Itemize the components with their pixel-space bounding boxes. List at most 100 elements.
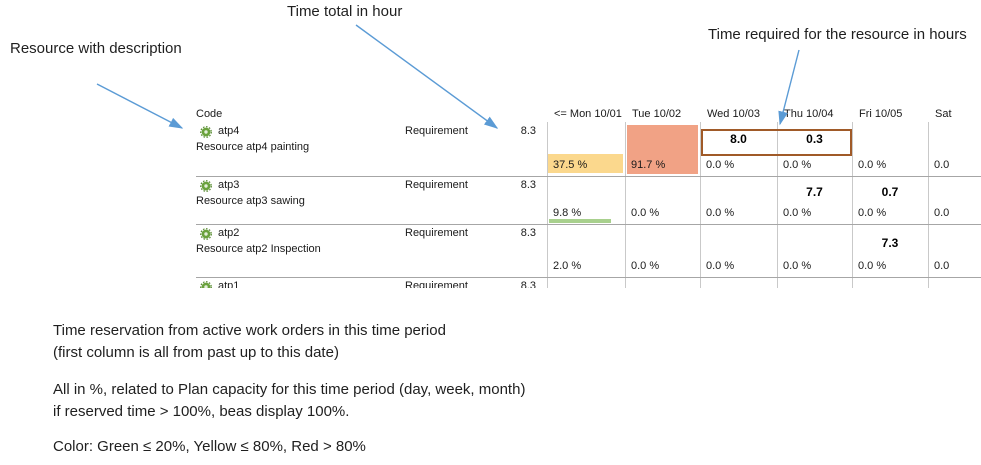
- percent-load-value: 0.0 %: [783, 260, 812, 272]
- day-cell[interactable]: 91.7 %: [625, 122, 700, 176]
- annotation-time-total: Time total in hour: [287, 3, 403, 20]
- note-percent-plan-capacity: All in %, related to Plan capacity for t…: [53, 381, 526, 398]
- resource-row-atp1[interactable]: atp1 Requirement 8.3: [196, 277, 981, 288]
- percent-load-value: 9.8 %: [553, 207, 582, 219]
- resource-code: atp2: [218, 227, 240, 239]
- resource-description: Resource atp4 painting: [196, 141, 310, 153]
- percent-load-value: 0.0 %: [706, 260, 735, 272]
- percent-load-value: 0.0: [934, 207, 950, 219]
- percent-load-value: 0.0 %: [783, 159, 812, 171]
- day-cell[interactable]: [777, 277, 852, 288]
- day-cell[interactable]: 2.0 %: [547, 224, 625, 277]
- capacity-grid: Code <= Mon 10/01 Tue 10/02 Wed 10/03 Th…: [196, 106, 981, 288]
- requirement-label: Requirement: [405, 125, 468, 137]
- annotation-time-required: Time required for the resource in hours: [708, 26, 967, 43]
- day-cell[interactable]: [625, 277, 700, 288]
- total-hours-value: 8.3: [520, 179, 536, 191]
- date-header-mon: <= Mon 10/01: [554, 108, 622, 120]
- day-cell[interactable]: 0.0: [928, 122, 981, 176]
- note-time-reservation: Time reservation from active work orders…: [53, 322, 446, 339]
- column-divider: [777, 122, 778, 288]
- resource-row-atp4[interactable]: atp4 Resource atp4 painting Requirement 8.3…: [196, 122, 981, 176]
- percent-load-value: 0.0 %: [858, 207, 887, 219]
- resource-row-atp3[interactable]: atp3 Resource atp3 sawing Requirement 8.3 9.…: [196, 176, 981, 224]
- date-header-tue: Tue 10/02: [632, 108, 682, 120]
- day-cell[interactable]: 7.3 0.0 %: [852, 224, 928, 277]
- date-header-fri: Fri 10/05: [859, 108, 903, 120]
- total-hours-value: 8.3: [520, 227, 536, 239]
- requirement-label: Requirement: [405, 179, 468, 191]
- column-divider: [625, 122, 626, 288]
- percent-load-value: 91.7 %: [631, 159, 666, 171]
- required-hours-value: 0.7: [881, 185, 899, 199]
- day-cell[interactable]: 0.0 %: [777, 224, 852, 277]
- resource-code: atp4: [218, 125, 240, 137]
- resource-description: Resource atp3 sawing: [196, 195, 305, 207]
- row-divider: [196, 277, 981, 278]
- percent-load-value: 0.0 %: [706, 207, 735, 219]
- note-first-column: (first column is all from past up to thi…: [53, 344, 339, 361]
- day-cell[interactable]: 9.8 %: [547, 176, 625, 224]
- required-hours-value: 7.3: [881, 236, 899, 250]
- annotation-resource-with-description: Resource with description: [10, 40, 182, 57]
- percent-load-value: 0.0 %: [631, 207, 660, 219]
- red-load-highlight: [627, 125, 698, 174]
- resource-gear-icon: [200, 228, 212, 240]
- column-divider: [700, 122, 701, 288]
- date-header-sat: Sat: [935, 108, 952, 120]
- resource-gear-icon: [200, 281, 212, 288]
- day-cell[interactable]: 37.5 %: [547, 122, 625, 176]
- percent-load-value: 0.0 %: [706, 159, 735, 171]
- day-cell[interactable]: 0.0 %: [852, 122, 928, 176]
- resource-description: Resource atp2 Inspection: [196, 243, 321, 255]
- code-column-header: Code: [196, 108, 223, 120]
- day-cell[interactable]: [852, 277, 928, 288]
- resource-row-atp2[interactable]: atp2 Resource atp2 Inspection Requirement 8…: [196, 224, 981, 277]
- resource-code: atp1: [218, 280, 240, 288]
- date-header-wed: Wed 10/03: [707, 108, 761, 120]
- total-hours-value: 8.3: [520, 280, 536, 288]
- requirement-label: Requirement: [405, 280, 468, 288]
- required-hours-outline-box: [701, 129, 852, 156]
- percent-load-value: 0.0 %: [858, 159, 887, 171]
- yellow-load-highlight: [548, 154, 623, 173]
- percent-load-value: 2.0 %: [553, 260, 582, 272]
- column-divider: [928, 122, 929, 288]
- percent-load-value: 0.0 %: [631, 260, 660, 272]
- total-hours-value: 8.3: [520, 125, 536, 137]
- percent-load-value: 0.0: [934, 260, 950, 272]
- day-cell[interactable]: [928, 277, 981, 288]
- day-cell[interactable]: [547, 277, 625, 288]
- day-cell[interactable]: 0.0 %: [625, 176, 700, 224]
- resource-code: atp3: [218, 179, 240, 191]
- day-cell[interactable]: 0.0 %: [700, 176, 777, 224]
- day-cell[interactable]: 0.3 0.0 %: [777, 122, 852, 176]
- day-cell[interactable]: 8.0 0.0 %: [700, 122, 777, 176]
- day-cell[interactable]: 0.7 0.0 %: [852, 176, 928, 224]
- column-divider: [547, 122, 548, 288]
- green-load-bar: [549, 219, 611, 223]
- percent-load-value: 0.0 %: [858, 260, 887, 272]
- row-divider: [196, 176, 981, 177]
- arrow-resource-with-description: [96, 83, 184, 129]
- resource-gear-icon: [200, 126, 212, 138]
- resource-gear-icon: [200, 180, 212, 192]
- day-cell[interactable]: 7.7 0.0 %: [777, 176, 852, 224]
- row-divider: [196, 224, 981, 225]
- day-cell[interactable]: 0.0 %: [625, 224, 700, 277]
- day-cell[interactable]: [700, 277, 777, 288]
- date-header-thu: Thu 10/04: [784, 108, 834, 120]
- day-cell[interactable]: 0.0: [928, 224, 981, 277]
- day-cell[interactable]: 0.0 %: [700, 224, 777, 277]
- required-hours-value: 0.3: [806, 132, 823, 146]
- percent-load-value: 0.0 %: [783, 207, 812, 219]
- day-cell[interactable]: 0.0: [928, 176, 981, 224]
- required-hours-value: 7.7: [806, 185, 823, 199]
- requirement-label: Requirement: [405, 227, 468, 239]
- note-reserved-over-100: if reserved time > 100%, beas display 10…: [53, 403, 350, 420]
- column-divider: [852, 122, 853, 288]
- note-color-legend: Color: Green ≤ 20%, Yellow ≤ 80%, Red > …: [53, 438, 366, 455]
- percent-load-value: 37.5 %: [553, 159, 588, 171]
- percent-load-value: 0.0: [934, 159, 950, 171]
